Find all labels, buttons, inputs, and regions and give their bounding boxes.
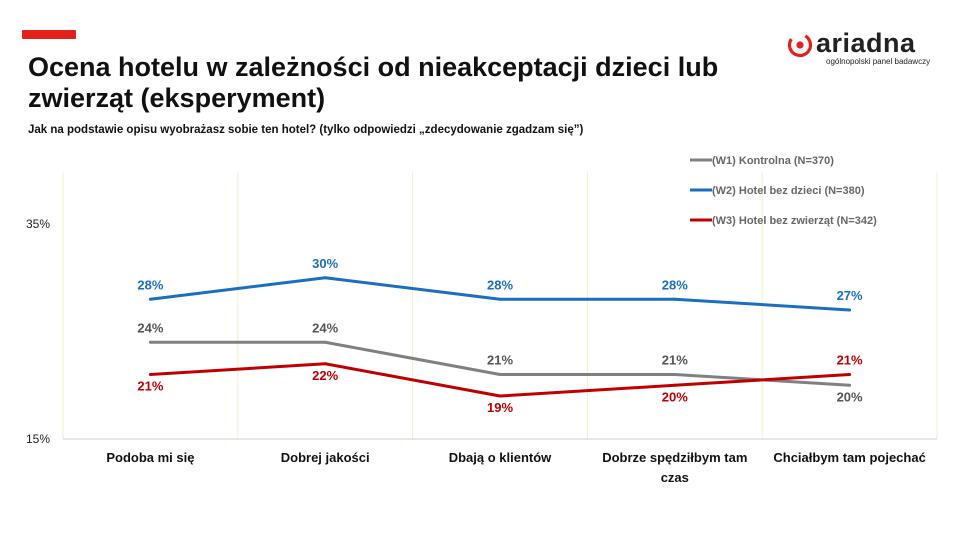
data-label: 28% — [662, 277, 688, 292]
accent-bar — [22, 30, 76, 39]
data-point — [848, 308, 852, 312]
data-label: 21% — [137, 379, 163, 394]
x-category-label: Dobrze spędziłbym tam — [602, 450, 747, 465]
y-tick-label: 35% — [26, 217, 50, 231]
x-category-label: Chciałbym tam pojechać — [773, 450, 925, 465]
data-label: 21% — [487, 353, 513, 368]
logo-tagline: ogólnopolski panel badawczy — [826, 57, 931, 66]
chart-subtitle: Jak na podstawie opisu wyobrażasz sobie … — [28, 124, 584, 136]
data-label: 27% — [837, 288, 863, 303]
x-category-label: Podoba mi się — [106, 450, 194, 465]
legend-label: (W3) Hotel bez zwierząt (N=342) — [712, 215, 877, 227]
data-point — [848, 383, 852, 387]
data-point — [148, 340, 152, 344]
y-tick-label: 15% — [26, 432, 50, 446]
data-label: 30% — [312, 256, 338, 271]
x-category-label: czas — [661, 470, 689, 485]
data-point — [498, 373, 502, 376]
data-point — [848, 373, 852, 376]
chart-title: Ocena hotelu w zależności od nieakceptac… — [28, 52, 719, 113]
data-point — [148, 297, 152, 301]
data-label: 24% — [137, 320, 163, 335]
x-category-label: Dbają o klientów — [449, 450, 552, 465]
ariadna-logo-icon — [787, 32, 813, 58]
data-point — [148, 373, 152, 376]
x-category-label: Dobrej jakości — [281, 450, 370, 465]
series-line-3 — [150, 362, 850, 398]
data-point — [498, 394, 502, 398]
data-label: 21% — [837, 353, 863, 368]
data-point — [498, 297, 502, 301]
data-point — [323, 362, 327, 366]
legend-label: (W1) Kontrolna (N=370) — [712, 155, 834, 167]
data-label: 19% — [487, 400, 513, 415]
data-point — [323, 340, 327, 344]
legend-label: (W2) Hotel bez dzieci (N=380) — [712, 185, 865, 197]
data-point — [673, 297, 677, 301]
data-point — [323, 276, 327, 280]
data-point — [673, 383, 677, 387]
data-label: 24% — [312, 320, 338, 335]
data-label: 28% — [137, 277, 163, 292]
data-label: 21% — [662, 353, 688, 368]
data-label: 22% — [312, 368, 338, 383]
data-label: 20% — [662, 389, 688, 404]
ariadna-logo: ariadna ogólnopolski panel badawczy — [786, 28, 936, 70]
data-point — [673, 373, 677, 376]
data-label: 20% — [837, 389, 863, 404]
data-label: 28% — [487, 277, 513, 292]
logo-wordmark: ariadna — [816, 28, 916, 58]
